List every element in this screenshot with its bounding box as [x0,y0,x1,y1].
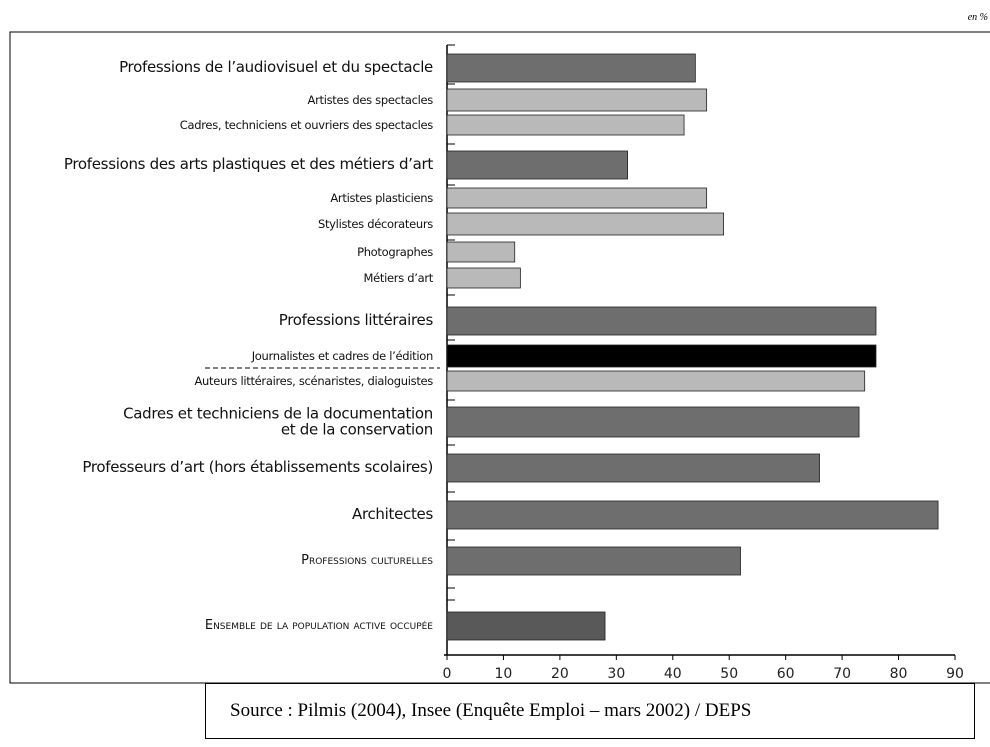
x-tick-label: 50 [720,666,738,682]
category-label: Cadres et techniciens de la documentatio… [123,404,433,438]
bar [446,611,606,641]
x-tick-label: 60 [777,666,795,682]
category-label: Professions des arts plastiques et des m… [63,155,433,174]
category-label: Artistes des spectacles [307,92,434,107]
bar [446,114,685,136]
bar [446,406,860,438]
category-label: Photographes [357,244,433,259]
x-tick-label: 20 [551,666,569,682]
bar [446,546,741,576]
unit-note: en % [967,12,988,23]
bar [446,150,629,180]
category-label: Professeurs d’art (hors établissements s… [82,458,433,477]
bar [446,53,696,83]
category-label: Artistes plasticiens [330,190,433,205]
bar [446,453,820,483]
bar [446,212,724,236]
category-label: Ensemble de la population active occupée [204,618,433,634]
category-label: Stylistes décorateurs [317,216,433,231]
bar [446,187,708,209]
category-label: Professions littéraires [278,311,434,330]
category-label: Métiers d’art [363,270,434,285]
category-label: Professions culturelles [301,553,433,569]
bar [446,241,516,263]
bar [446,370,866,392]
bar [446,88,708,112]
category-label: Architectes [351,505,433,524]
x-tick-label: 10 [495,666,513,682]
x-tick-label: 90 [946,666,964,682]
x-tick-label: 40 [664,666,682,682]
category-label: Journalistes et cadres de l’édition [251,348,434,363]
bar [446,267,521,289]
category-label: Auteurs littéraires, scénaristes, dialog… [194,373,433,388]
bar [446,344,877,368]
x-tick-label: 70 [833,666,851,682]
bar [446,500,939,530]
x-tick-label: 0 [443,666,452,682]
source: Source : Pilmis (2004), Insee (Enquête E… [205,683,975,739]
category-label: Professions de l’audiovisuel et du spect… [119,58,433,77]
x-tick-label: 80 [890,666,908,682]
x-tick-label: 30 [607,666,625,682]
bar [446,306,877,336]
category-label: Cadres, techniciens et ouvriers des spec… [179,117,434,132]
